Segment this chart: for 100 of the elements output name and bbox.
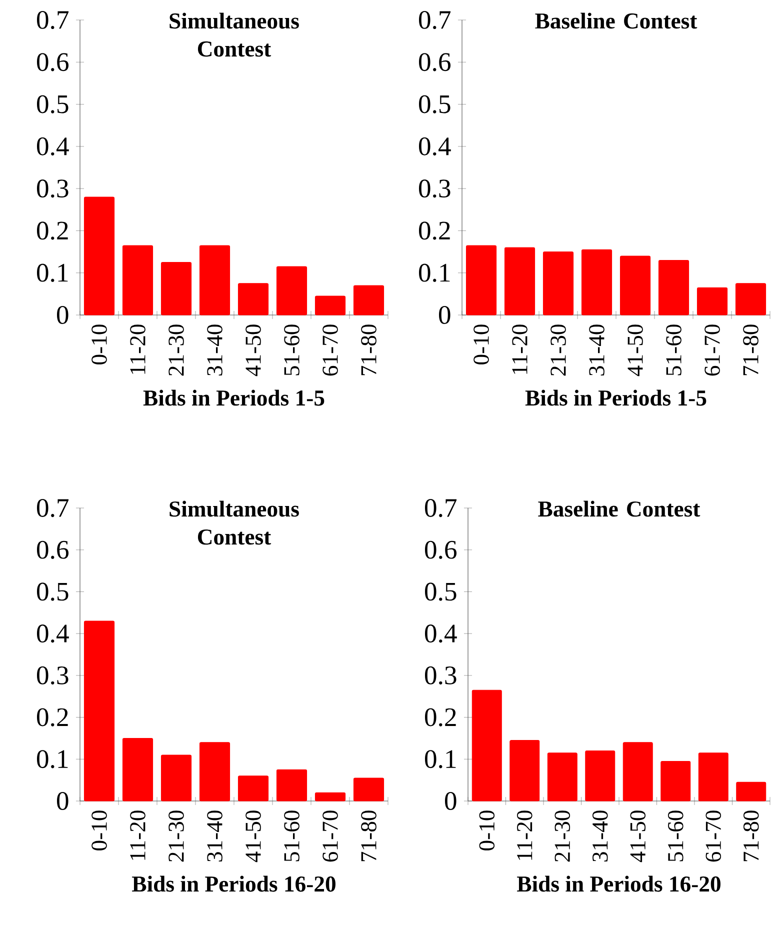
bar <box>238 776 269 802</box>
bar <box>581 249 612 316</box>
y-tick-label: 0.4 <box>418 137 451 156</box>
bar <box>84 620 115 802</box>
y-tick-label: 0.7 <box>36 498 69 518</box>
y-tick-label: 0.3 <box>36 666 68 684</box>
bar <box>160 262 192 316</box>
y-tick-label: 0.1 <box>36 750 68 768</box>
y-tick-label: 0.5 <box>36 95 68 114</box>
bar <box>160 754 192 802</box>
x-tick-label: 41-50 <box>246 810 261 862</box>
bar <box>660 760 691 802</box>
bar <box>472 690 502 802</box>
y-tick-label: 0.3 <box>418 180 450 198</box>
bar <box>314 792 346 802</box>
x-tick-label: 21-30 <box>554 810 570 862</box>
bar <box>199 742 230 802</box>
y-tick-label: 0 <box>56 306 68 324</box>
bar <box>84 196 115 316</box>
x-tick-label: 71-80 <box>743 810 759 862</box>
bar <box>199 245 230 316</box>
bar <box>736 782 766 802</box>
x-tick-label: 51-60 <box>284 810 300 862</box>
x-tick-label: 41-50 <box>628 324 643 376</box>
y-tick-label: 0.5 <box>424 582 456 601</box>
x-axis-title: Bids in Periods 16-20 <box>517 876 720 892</box>
y-tick-label: 0.4 <box>36 624 69 643</box>
bar <box>504 247 536 316</box>
y-tick-label: 0.6 <box>36 540 69 559</box>
x-tick-label: 51-60 <box>284 324 300 376</box>
x-tick-label: 71-80 <box>361 810 376 862</box>
x-tick-label: 31-40 <box>207 810 222 862</box>
y-tick-label: 0 <box>444 792 456 810</box>
y-tick-label: 0.4 <box>424 624 457 643</box>
y-tick-label: 0.3 <box>424 666 456 684</box>
x-tick-label: 11-20 <box>130 810 146 860</box>
chart-title: Baseline Contest <box>535 12 698 29</box>
x-tick-label: 0-10 <box>479 810 495 850</box>
bar <box>542 252 574 316</box>
bar <box>696 287 728 316</box>
y-tick-label: 0.7 <box>36 10 69 30</box>
x-tick-label: 31-40 <box>592 810 608 862</box>
x-tick-label: 61-70 <box>704 324 720 376</box>
y-tick-label: 0.1 <box>418 264 450 282</box>
bar <box>622 742 653 802</box>
chart-title: Baseline Contest <box>538 500 700 517</box>
chart-title: Simultaneous Contest <box>170 500 299 545</box>
bar <box>466 245 497 316</box>
y-tick-label: 0.6 <box>424 540 457 559</box>
y-tick-label: 0.6 <box>418 53 451 72</box>
bar <box>314 296 346 316</box>
y-tick-label: 0.1 <box>424 750 456 768</box>
y-tick-label: 0.4 <box>36 137 69 156</box>
x-tick-label: 11-20 <box>130 324 146 374</box>
x-tick-label: 0-10 <box>92 324 107 364</box>
x-tick-label: 51-60 <box>666 324 682 376</box>
x-tick-label: 61-70 <box>706 810 722 862</box>
x-tick-label: 41-50 <box>630 810 646 862</box>
y-tick-label: 0 <box>56 792 68 810</box>
bar <box>510 740 540 802</box>
x-tick-label: 0-10 <box>92 810 107 850</box>
bar <box>658 260 690 316</box>
y-tick-label: 0.2 <box>36 708 68 726</box>
y-tick-label: 0.1 <box>36 264 68 282</box>
bar <box>122 738 154 802</box>
y-tick-label: 0.7 <box>424 498 457 518</box>
x-axis-title: Bids in Periods 1-5 <box>525 390 706 406</box>
y-tick-label: 0.2 <box>418 222 450 240</box>
bar <box>620 256 651 316</box>
x-tick-label: 71-80 <box>361 324 376 376</box>
bar <box>353 285 384 316</box>
bar <box>238 283 269 316</box>
y-tick-label: 0.6 <box>36 53 69 72</box>
y-tick-label: 0.5 <box>418 95 450 114</box>
x-tick-label: 0-10 <box>474 324 489 364</box>
x-tick-label: 21-30 <box>550 324 566 376</box>
bar <box>276 266 308 316</box>
x-tick-label: 61-70 <box>322 324 338 376</box>
bar <box>585 750 616 802</box>
x-tick-label: 61-70 <box>322 810 338 862</box>
y-tick-label: 0.2 <box>36 222 68 240</box>
bar <box>276 769 308 802</box>
chart-title: Simultaneous Contest <box>170 12 299 57</box>
y-tick-label: 0.5 <box>36 582 68 601</box>
x-axis-title: Bids in Periods 1-5 <box>143 390 324 406</box>
x-tick-label: 31-40 <box>207 324 222 376</box>
y-tick-label: 0.7 <box>418 10 451 30</box>
x-tick-label: 21-30 <box>168 324 184 376</box>
y-tick-label: 0.2 <box>424 708 456 726</box>
x-tick-label: 41-50 <box>246 324 261 376</box>
x-tick-label: 51-60 <box>668 810 684 862</box>
x-axis-title: Bids in Periods 16-20 <box>132 876 336 892</box>
bar <box>735 283 766 316</box>
x-tick-label: 11-20 <box>516 810 532 860</box>
y-tick-label: 0.3 <box>36 180 68 198</box>
x-tick-label: 71-80 <box>743 324 758 376</box>
bar <box>353 778 384 802</box>
x-tick-label: 11-20 <box>512 324 528 374</box>
bar <box>547 752 578 802</box>
x-tick-label: 31-40 <box>589 324 604 376</box>
